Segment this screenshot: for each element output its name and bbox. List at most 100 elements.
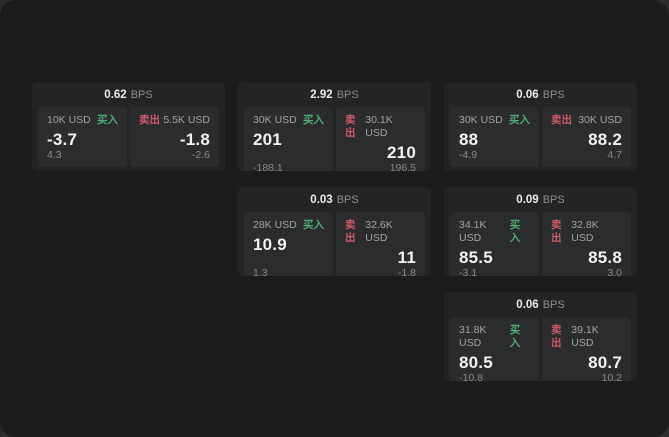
sell-tile-header: 卖出 32.6K USD xyxy=(345,219,416,245)
sell-tile-header: 卖出 5.5K USD xyxy=(139,114,210,127)
card-body: 10K USD 买入 -3.7 4.3 卖出 5.5K USD -1.8 -2.… xyxy=(32,107,225,171)
sell-tile[interactable]: 卖出 39.1K USD 80.7 10.2 xyxy=(542,317,631,381)
card-header: 0.06 BPS xyxy=(444,82,637,107)
sell-price: 210 xyxy=(387,143,416,162)
buy-tile[interactable]: 30K USD 买入 88 -4.9 xyxy=(450,107,539,167)
quote-card: 2.92 BPS 30K USD 买入 201 -188.1 卖出 30.1K … xyxy=(238,82,431,171)
card-body: 34.1K USD 买入 85.5 -3.1 卖出 32.8K USD 85.8… xyxy=(444,212,637,276)
buy-price: 85.5 xyxy=(459,248,493,267)
buy-delta: -4.9 xyxy=(459,149,478,161)
buy-tile-header: 10K USD 买入 xyxy=(47,114,118,127)
sell-tile-header: 卖出 32.8K USD xyxy=(551,219,622,245)
buy-amount: 30K USD xyxy=(253,114,297,126)
buy-tile[interactable]: 30K USD 买入 201 -188.1 xyxy=(244,107,333,171)
sell-delta: 4.7 xyxy=(607,149,622,161)
sell-amount: 30K USD xyxy=(578,114,622,126)
buy-price: 88 xyxy=(459,130,479,149)
buy-side-label: 买入 xyxy=(303,114,324,126)
sell-price: 11 xyxy=(397,248,416,267)
buy-side-label: 买入 xyxy=(303,219,324,231)
buy-amount: 34.1K USD xyxy=(459,219,487,244)
card-body: 30K USD 买入 201 -188.1 卖出 30.1K USD 210 1… xyxy=(238,107,431,171)
buy-side-label: 买入 xyxy=(97,114,118,126)
bps-suffix-label: BPS xyxy=(336,88,359,101)
bps-value: 0.03 xyxy=(310,193,333,206)
sell-side-label: 卖出 xyxy=(551,324,562,349)
card-header: 2.92 BPS xyxy=(238,82,431,107)
sell-tile[interactable]: 卖出 30K USD 88.2 4.7 xyxy=(542,107,631,167)
sell-tile[interactable]: 卖出 30.1K USD 210 196.5 xyxy=(336,107,425,171)
buy-tile[interactable]: 10K USD 买入 -3.7 4.3 xyxy=(38,107,127,167)
buy-tile[interactable]: 34.1K USD 买入 85.5 -3.1 xyxy=(450,212,539,276)
buy-side-label: 买入 xyxy=(509,219,521,244)
bps-suffix-label: BPS xyxy=(542,193,565,206)
sell-side-label: 卖出 xyxy=(139,114,160,126)
bps-value: 0.62 xyxy=(104,88,127,101)
bps-suffix-label: BPS xyxy=(130,88,153,101)
sell-tile-header: 卖出 30.1K USD xyxy=(345,114,416,140)
sell-price: 85.8 xyxy=(588,248,622,267)
buy-delta: 1.3 xyxy=(253,267,268,276)
buy-tile-header: 30K USD 买入 xyxy=(459,114,530,127)
quote-card: 0.03 BPS 28K USD 买入 10.9 1.3 卖出 32.6K US… xyxy=(238,187,431,276)
card-header: 0.06 BPS xyxy=(444,292,637,317)
buy-amount: 31.8K USD xyxy=(459,324,487,349)
quote-card: 0.06 BPS 30K USD 买入 88 -4.9 卖出 30K USD 8… xyxy=(444,82,637,171)
bps-suffix-label: BPS xyxy=(542,298,565,311)
sell-side-label: 卖出 xyxy=(345,219,356,244)
buy-delta: -10.8 xyxy=(459,372,483,381)
buy-delta: 4.3 xyxy=(47,149,62,161)
buy-tile-header: 28K USD 买入 xyxy=(253,219,324,232)
sell-tile-header: 卖出 39.1K USD xyxy=(551,324,622,350)
sell-side-label: 卖出 xyxy=(551,219,562,244)
bps-value: 0.09 xyxy=(516,193,539,206)
bps-suffix-label: BPS xyxy=(542,88,565,101)
bps-value: 2.92 xyxy=(310,88,333,101)
sell-amount: 30.1K USD xyxy=(365,114,393,139)
bps-value: 0.06 xyxy=(516,298,539,311)
quote-card: 0.62 BPS 10K USD 买入 -3.7 4.3 卖出 5.5K USD… xyxy=(32,82,225,171)
sell-delta: -1.8 xyxy=(397,267,416,276)
buy-delta: -3.1 xyxy=(459,267,478,276)
buy-side-label: 买入 xyxy=(509,114,530,126)
sell-delta: -2.6 xyxy=(191,149,210,161)
buy-price: 80.5 xyxy=(459,353,493,372)
sell-tile[interactable]: 卖出 32.6K USD 11 -1.8 xyxy=(336,212,425,276)
buy-tile[interactable]: 31.8K USD 买入 80.5 -10.8 xyxy=(450,317,539,381)
sell-price: -1.8 xyxy=(179,130,210,149)
buy-tile[interactable]: 28K USD 买入 10.9 1.3 xyxy=(244,212,333,276)
quote-cards-grid: 0.62 BPS 10K USD 买入 -3.7 4.3 卖出 5.5K USD… xyxy=(32,82,637,381)
quote-card: 0.09 BPS 34.1K USD 买入 85.5 -3.1 卖出 32.8K… xyxy=(444,187,637,276)
buy-price: 10.9 xyxy=(253,235,287,254)
buy-price: 201 xyxy=(253,130,282,149)
buy-delta: -188.1 xyxy=(253,162,283,171)
sell-amount: 5.5K USD xyxy=(163,114,210,126)
card-body: 30K USD 买入 88 -4.9 卖出 30K USD 88.2 4.7 xyxy=(444,107,637,171)
bps-value: 0.06 xyxy=(516,88,539,101)
buy-amount: 28K USD xyxy=(253,219,297,231)
sell-tile[interactable]: 卖出 32.8K USD 85.8 3.0 xyxy=(542,212,631,276)
card-header: 0.62 BPS xyxy=(32,82,225,107)
sell-delta: 10.2 xyxy=(601,372,622,381)
sell-amount: 39.1K USD xyxy=(571,324,599,349)
card-body: 31.8K USD 买入 80.5 -10.8 卖出 39.1K USD 80.… xyxy=(444,317,637,381)
sell-delta: 3.0 xyxy=(607,267,622,276)
card-header: 0.03 BPS xyxy=(238,187,431,212)
buy-tile-header: 30K USD 买入 xyxy=(253,114,324,127)
sell-amount: 32.8K USD xyxy=(571,219,599,244)
buy-amount: 10K USD xyxy=(47,114,91,126)
sell-side-label: 卖出 xyxy=(345,114,356,139)
sell-tile[interactable]: 卖出 5.5K USD -1.8 -2.6 xyxy=(130,107,219,167)
buy-tile-header: 31.8K USD 买入 xyxy=(459,324,530,350)
quote-card: 0.06 BPS 31.8K USD 买入 80.5 -10.8 卖出 39.1… xyxy=(444,292,637,381)
sell-tile-header: 卖出 30K USD xyxy=(551,114,622,127)
bps-suffix-label: BPS xyxy=(336,193,359,206)
buy-tile-header: 34.1K USD 买入 xyxy=(459,219,530,245)
card-body: 28K USD 买入 10.9 1.3 卖出 32.6K USD 11 -1.8 xyxy=(238,212,431,276)
buy-price: -3.7 xyxy=(47,130,78,149)
buy-amount: 30K USD xyxy=(459,114,503,126)
sell-side-label: 卖出 xyxy=(551,114,572,126)
sell-price: 88.2 xyxy=(588,130,622,149)
buy-side-label: 买入 xyxy=(509,324,521,349)
